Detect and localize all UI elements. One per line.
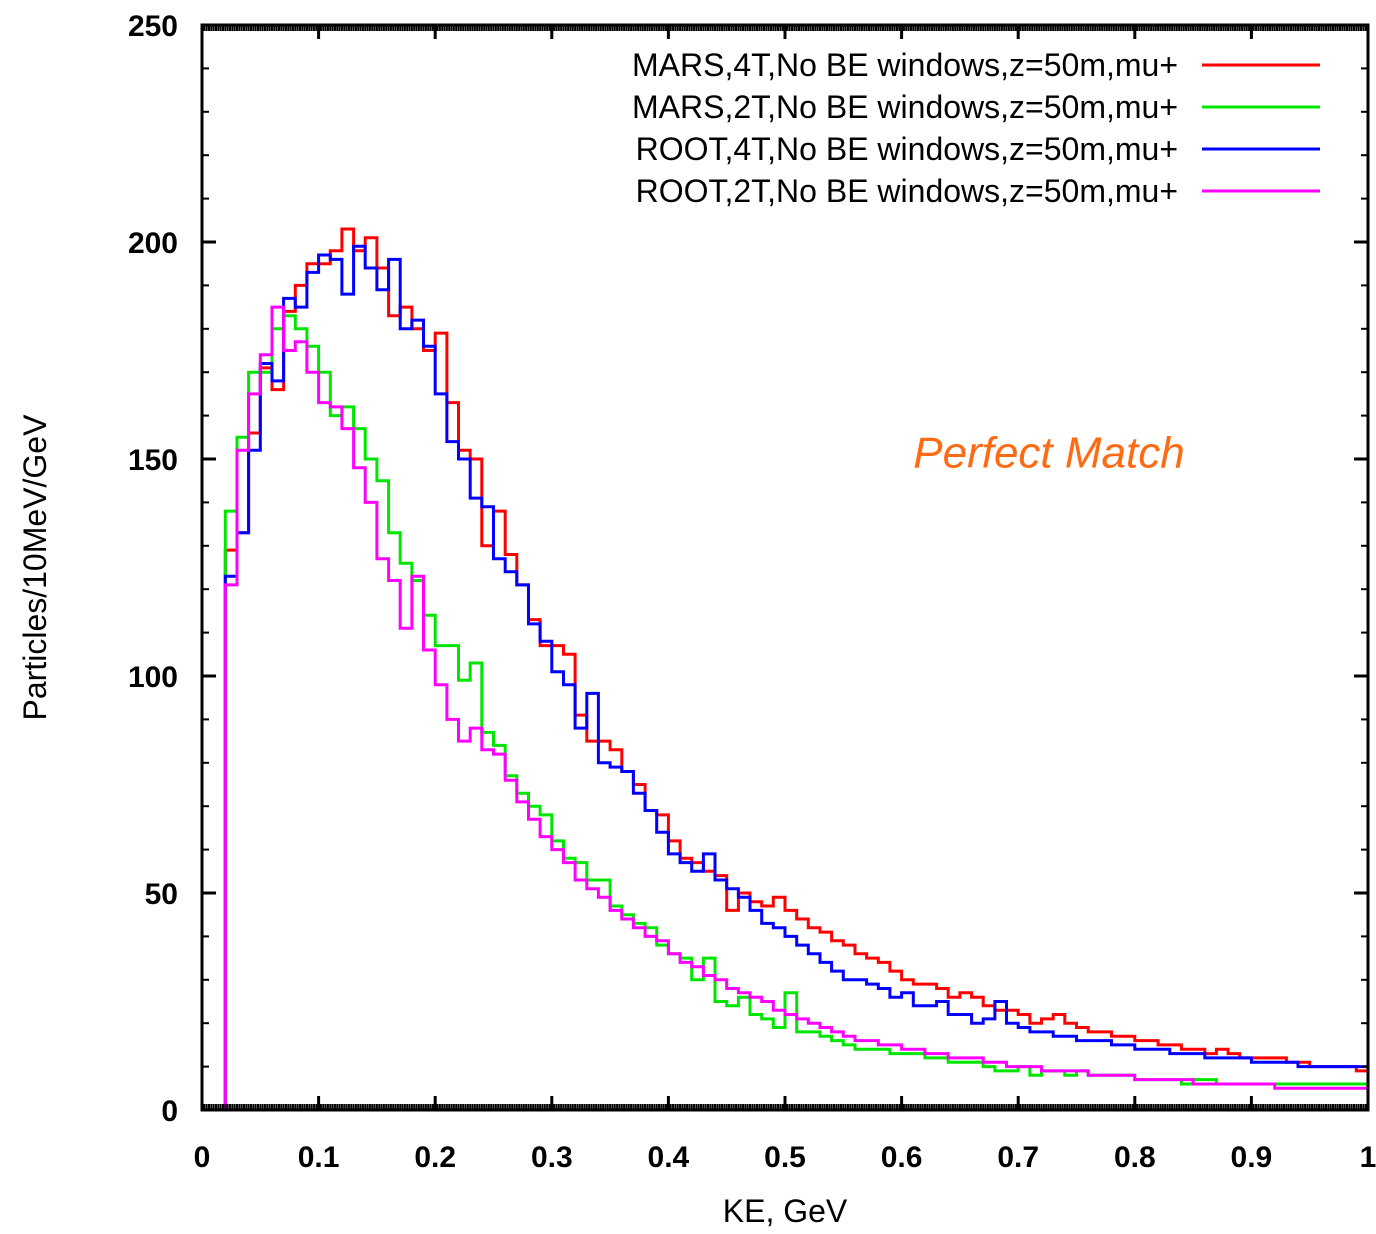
annotation-perfect-match: Perfect Match bbox=[913, 429, 1184, 478]
x-tick-label: 0.2 bbox=[414, 1141, 456, 1174]
x-tick-label: 0.9 bbox=[1231, 1141, 1273, 1174]
series-line-1 bbox=[223, 227, 1368, 1110]
x-tick-label: 0.4 bbox=[648, 1141, 690, 1174]
legend-label: MARS,4T,No BE windows,z=50m,mu+ bbox=[632, 47, 1178, 83]
x-tick-label: 0 bbox=[194, 1141, 211, 1174]
x-tick-label: 0.7 bbox=[997, 1141, 1039, 1174]
y-tick-label: 50 bbox=[145, 878, 178, 911]
x-tick-label: 1 bbox=[1360, 1141, 1376, 1174]
legend-label: ROOT,2T,No BE windows,z=50m,mu+ bbox=[636, 173, 1178, 209]
y-tick-label: 250 bbox=[128, 10, 178, 43]
x-tick-label: 0.6 bbox=[881, 1141, 923, 1174]
series-layer bbox=[223, 227, 1368, 1110]
x-tick-label: 0.1 bbox=[298, 1141, 340, 1174]
x-tick-label: 0.8 bbox=[1114, 1141, 1156, 1174]
y-axis-label: Particles/10MeV/GeV bbox=[17, 414, 53, 721]
y-tick-label: 200 bbox=[128, 227, 178, 260]
x-tick-label: 0.3 bbox=[531, 1141, 573, 1174]
legend: MARS,4T,No BE windows,z=50m,mu+ MARS,2T,N… bbox=[632, 47, 1320, 209]
y-tick-label: 100 bbox=[128, 661, 178, 694]
y-tick-label: 0 bbox=[161, 1095, 178, 1128]
x-axis-label: KE, GeV bbox=[723, 1193, 848, 1229]
legend-label: ROOT,4T,No BE windows,z=50m,mu+ bbox=[636, 131, 1178, 167]
series-line-2 bbox=[223, 314, 1368, 1110]
series-line-4 bbox=[223, 305, 1368, 1110]
plot-frame bbox=[200, 23, 1370, 1112]
legend-label: MARS,2T,No BE windows,z=50m,mu+ bbox=[632, 89, 1178, 125]
x-tick-label: 0.5 bbox=[764, 1141, 806, 1174]
tick-labels-layer: 0 0.1 0.2 0.3 0.4 0.5 0.6 0.7 0.8 0.9 1 0 50 100 150 20… bbox=[128, 10, 1376, 1174]
series-line-3 bbox=[223, 244, 1368, 1110]
y-tick-label: 150 bbox=[128, 444, 178, 477]
